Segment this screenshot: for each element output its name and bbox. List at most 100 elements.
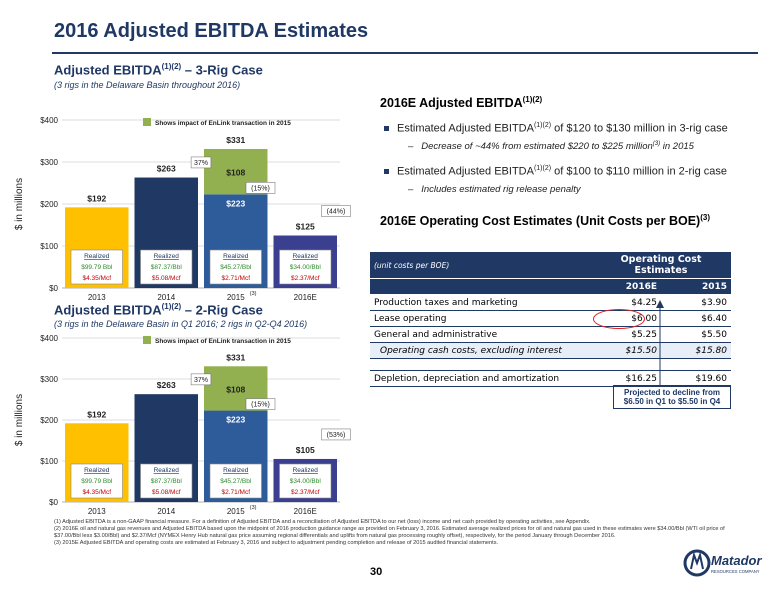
realized-oil: $45.27/Bbl xyxy=(220,264,252,271)
realized-title: Realized xyxy=(293,467,319,474)
y-tick-label: $100 xyxy=(40,242,58,251)
cell-2015: $19.60 xyxy=(661,370,731,387)
realized-box xyxy=(70,463,123,499)
ebitda-heading: 2016E Adjusted EBITDA(1)(2) xyxy=(380,95,543,111)
group-header: Operating Cost Estimates xyxy=(591,252,731,279)
realized-oil: $34.00/Bbl xyxy=(290,478,322,485)
total-label: $263 xyxy=(157,164,176,174)
realized-oil: $99.79 Bbl xyxy=(81,264,113,271)
y-tick-label: $0 xyxy=(49,284,58,293)
cell-2015: $6.40 xyxy=(661,310,731,327)
realized-title: Realized xyxy=(223,467,249,474)
growth-label: 37% xyxy=(194,160,208,167)
growth-badge xyxy=(321,205,351,217)
x-tick-label: 2013 xyxy=(88,507,106,516)
subtotal-row: Operating cash costs, excluding interest… xyxy=(370,342,731,359)
chart1-subtitle: (3 rigs in the Delaware Basin throughout… xyxy=(54,80,241,90)
y-tick-label: $200 xyxy=(40,200,58,209)
x-tick-label: 2015 xyxy=(227,293,245,300)
total-label: $331 xyxy=(226,352,245,362)
spacer-cell xyxy=(661,358,731,371)
bullet-2rig: Estimated Adjusted EBITDA(1)(2) of $100 … xyxy=(384,165,727,178)
y-axis-label: $ in millions xyxy=(14,178,25,230)
growth-badge xyxy=(245,182,276,194)
spacer-cell xyxy=(591,358,661,371)
category-note: (3) xyxy=(250,505,257,511)
footnote-1: (1) Adjusted EBITDA is a non-GAAP financ… xyxy=(54,519,591,525)
row-label: Lease operating xyxy=(370,310,591,327)
operating-cost-table: (unit costs per BOE) Operating Cost Esti… xyxy=(370,252,731,387)
table-col-header-row: 2016E 2015 xyxy=(370,278,731,295)
realized-box xyxy=(209,249,262,285)
spacer-cell xyxy=(370,358,591,371)
y-axis-label: $ in millions xyxy=(14,394,25,446)
table-row: Depletion, depreciation and amortization… xyxy=(370,370,731,387)
chart2-subtitle: (3 rigs in the Delaware Basin in Q1 2016… xyxy=(54,319,308,329)
realized-oil: $87.37/Bbl xyxy=(151,264,183,271)
y-tick-label: $300 xyxy=(40,158,58,167)
realized-box xyxy=(279,463,332,499)
y-tick-label: $200 xyxy=(40,416,58,425)
realized-gas: $2.37/Mcf xyxy=(291,489,320,496)
unit-label: (unit costs per BOE) xyxy=(370,252,591,279)
cell-2015: $5.50 xyxy=(661,326,731,343)
enlink-label: $108 xyxy=(226,168,245,178)
bullet-3rig: Estimated Adjusted EBITDA(1)(2) of $120 … xyxy=(384,122,728,135)
legend-label: Shows impact of EnLink transaction in 20… xyxy=(155,338,291,345)
row-label: Operating cash costs, excluding interest xyxy=(370,342,591,359)
spacer-row xyxy=(370,358,731,371)
realized-gas: $5.08/Mcf xyxy=(152,489,181,496)
realized-title: Realized xyxy=(84,253,110,260)
realized-gas: $2.71/Mcf xyxy=(221,489,250,496)
realized-gas: $4.35/Mcf xyxy=(82,489,111,496)
growth-label: (44%) xyxy=(327,209,346,216)
x-tick-label: 2014 xyxy=(157,507,175,516)
col-2016e: 2016E xyxy=(591,278,661,295)
title-divider xyxy=(52,52,758,54)
realized-oil: $99.79 Bbl xyxy=(81,478,113,485)
x-tick-label: 2016E xyxy=(294,507,317,516)
total-label: $105 xyxy=(296,445,315,455)
y-tick-label: $400 xyxy=(40,334,58,343)
y-tick-label: $100 xyxy=(40,457,58,466)
footnote-3: (3) 2015E Adjusted EBITDA and operating … xyxy=(54,540,499,546)
realized-oil: $34.00/Bbl xyxy=(290,264,322,271)
row-label: Production taxes and marketing xyxy=(370,294,591,311)
realized-title: Realized xyxy=(223,253,249,260)
realized-box xyxy=(140,463,193,499)
y-tick-label: $300 xyxy=(40,375,58,384)
total-label: $125 xyxy=(296,222,315,232)
growth-label: (53%) xyxy=(327,432,346,439)
page-number: 30 xyxy=(370,566,383,578)
x-tick-label: 2016E xyxy=(294,293,317,300)
bullet-square-icon xyxy=(384,169,389,175)
cell-2016e: $16.25 xyxy=(591,370,661,387)
col-2015: 2015 xyxy=(661,278,731,295)
x-tick-label: 2015 xyxy=(227,507,245,516)
growth-badge xyxy=(190,373,212,386)
cell-2015: $15.80 xyxy=(661,342,731,359)
realized-title: Realized xyxy=(154,253,180,260)
realized-box xyxy=(140,249,193,285)
realized-box xyxy=(209,463,262,499)
header-spacer xyxy=(370,278,591,295)
page-title: 2016 Adjusted EBITDA Estimates xyxy=(54,20,369,42)
chart1: $ in millions $0 $100 $200 $300 $400 Shows imp… xyxy=(14,116,351,300)
cell-2016e: $15.50 xyxy=(591,342,661,359)
growth-badge xyxy=(245,398,276,410)
cell-2015: $3.90 xyxy=(661,294,731,311)
total-label: $331 xyxy=(226,135,245,145)
total-label: $263 xyxy=(157,380,176,390)
sub-bullet-3rig: – Decrease of ~44% from estimated $220 t… xyxy=(408,141,694,153)
realized-box xyxy=(70,249,123,285)
cell-2016e: $6.00 xyxy=(591,309,661,329)
chart1-title: Adjusted EBITDA(1)(2) – 3-Rig Case xyxy=(54,62,263,78)
realized-title: Realized xyxy=(84,467,110,474)
realized-title: Realized xyxy=(293,253,319,260)
realized-gas: $2.71/Mcf xyxy=(221,275,250,282)
growth-label: 37% xyxy=(194,377,208,384)
row-label: General and administrative xyxy=(370,326,591,343)
chart2: $ in millions $0 $100 $200 $300 $400 Shows imp… xyxy=(14,334,351,516)
legend-label: Shows impact of EnLink transaction in 20… xyxy=(155,120,291,127)
lease-operating-callout: Projected to decline from $6.50 in Q1 to… xyxy=(613,385,731,409)
